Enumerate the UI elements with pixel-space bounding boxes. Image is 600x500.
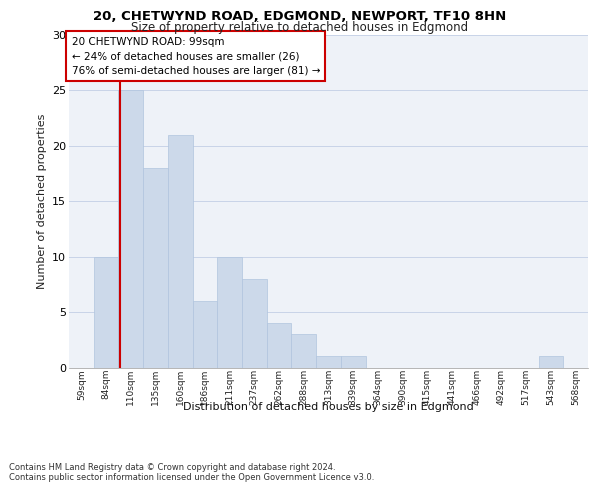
Bar — [118, 90, 143, 368]
Bar — [193, 301, 217, 368]
Text: 20 CHETWYND ROAD: 99sqm
← 24% of detached houses are smaller (26)
76% of semi-de: 20 CHETWYND ROAD: 99sqm ← 24% of detache… — [71, 36, 320, 76]
Text: Size of property relative to detached houses in Edgmond: Size of property relative to detached ho… — [131, 21, 469, 34]
Bar — [168, 134, 193, 368]
Bar — [242, 279, 267, 368]
Bar — [316, 356, 341, 368]
Bar — [267, 323, 292, 368]
Bar — [217, 256, 242, 368]
Bar — [292, 334, 316, 368]
Bar — [94, 256, 118, 368]
Text: Distribution of detached houses by size in Edgmond: Distribution of detached houses by size … — [184, 402, 474, 412]
Text: 20, CHETWYND ROAD, EDGMOND, NEWPORT, TF10 8HN: 20, CHETWYND ROAD, EDGMOND, NEWPORT, TF1… — [94, 10, 506, 23]
Bar — [341, 356, 365, 368]
Y-axis label: Number of detached properties: Number of detached properties — [37, 114, 47, 289]
Text: Contains public sector information licensed under the Open Government Licence v3: Contains public sector information licen… — [9, 472, 374, 482]
Text: Contains HM Land Registry data © Crown copyright and database right 2024.: Contains HM Land Registry data © Crown c… — [9, 462, 335, 471]
Bar — [143, 168, 168, 368]
Bar — [539, 356, 563, 368]
